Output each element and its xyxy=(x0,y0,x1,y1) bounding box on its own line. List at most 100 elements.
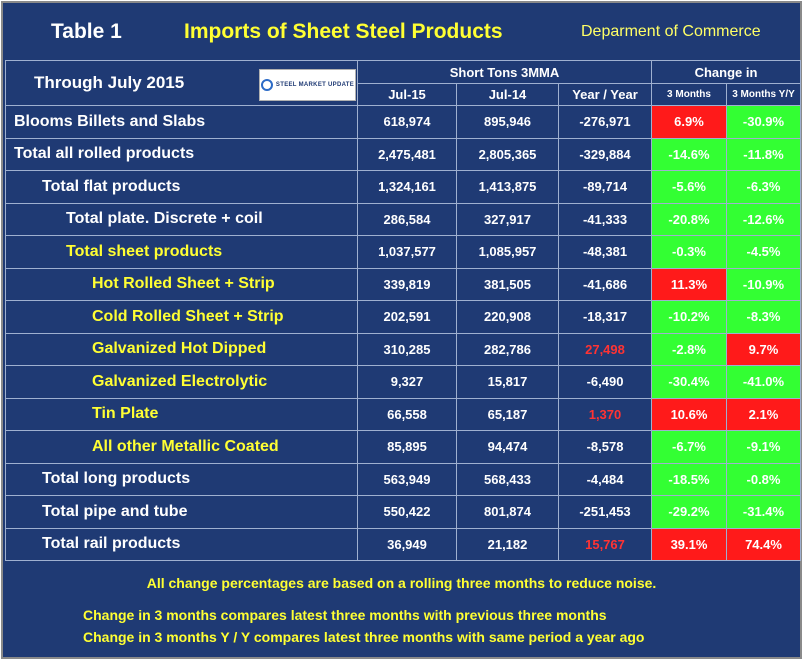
year-year-value: -6,490 xyxy=(558,365,652,399)
change-3-months-yy-value: 9.7% xyxy=(726,332,801,366)
jul15-value: 550,422 xyxy=(357,495,457,529)
col-header-3-months-yy: 3 Months Y/Y xyxy=(726,83,801,106)
table-row: Galvanized Hot Dipped 310,285 282,786 27,49… xyxy=(5,332,801,366)
jul14-value: 1,413,875 xyxy=(456,170,559,204)
jul15-value: 2,475,481 xyxy=(357,137,457,171)
note-3-months: Change in 3 months compares latest three… xyxy=(83,607,607,623)
jul15-value: 85,895 xyxy=(357,430,457,464)
change-3-months-value: -6.7% xyxy=(651,430,727,464)
change-3-months-value: -30.4% xyxy=(651,365,727,399)
jul15-value: 618,974 xyxy=(357,105,457,139)
change-3-months-yy-value: -12.6% xyxy=(726,202,801,236)
jul15-value: 286,584 xyxy=(357,202,457,236)
jul14-value: 381,505 xyxy=(456,267,559,301)
change-3-months-yy-value: -6.3% xyxy=(726,170,801,204)
jul15-value: 9,327 xyxy=(357,365,457,399)
year-year-value: -251,453 xyxy=(558,495,652,529)
row-label: Tin Plate xyxy=(5,397,358,431)
jul15-value: 1,324,161 xyxy=(357,170,457,204)
year-year-value: -4,484 xyxy=(558,462,652,496)
change-3-months-yy-value: -11.8% xyxy=(726,137,801,171)
change-3-months-yy-value: -8.3% xyxy=(726,300,801,334)
table-row: All other Metallic Coated 85,895 94,474 -8,… xyxy=(5,430,801,464)
year-year-value: 27,498 xyxy=(558,332,652,366)
jul15-value: 339,819 xyxy=(357,267,457,301)
change-3-months-value: -5.6% xyxy=(651,170,727,204)
change-3-months-value: -20.8% xyxy=(651,202,727,236)
change-3-months-value: 39.1% xyxy=(651,527,727,561)
change-3-months-yy-value: -0.8% xyxy=(726,462,801,496)
table-row: Blooms Billets and Slabs 618,974 895,946 -2… xyxy=(5,105,801,139)
jul15-value: 36,949 xyxy=(357,527,457,561)
change-3-months-value: 6.9% xyxy=(651,105,727,139)
table-row: Total plate. Discrete + coil 286,584 327,9… xyxy=(5,202,801,236)
change-3-months-yy-value: -30.9% xyxy=(726,105,801,139)
change-3-months-yy-value: -9.1% xyxy=(726,430,801,464)
change-3-months-value: -18.5% xyxy=(651,462,727,496)
year-year-value: 1,370 xyxy=(558,397,652,431)
change-3-months-value: -0.3% xyxy=(651,235,727,269)
change-3-months-yy-value: -31.4% xyxy=(726,495,801,529)
note-rolling: All change percentages are based on a ro… xyxy=(146,575,657,591)
year-year-value: -48,381 xyxy=(558,235,652,269)
page-title: Imports of Sheet Steel Products xyxy=(184,19,503,43)
row-label: Total sheet products xyxy=(5,235,358,269)
col-header-3-months: 3 Months xyxy=(651,83,727,106)
col-header-jul14: Jul-14 xyxy=(456,83,559,106)
change-3-months-value: -29.2% xyxy=(651,495,727,529)
year-year-value: -41,686 xyxy=(558,267,652,301)
table-row: Total flat products 1,324,161 1,413,875 -89… xyxy=(5,170,801,204)
change-in-header: Change in xyxy=(651,60,801,84)
table-row: Galvanized Electrolytic 9,327 15,817 -6,490… xyxy=(5,365,801,399)
jul14-value: 94,474 xyxy=(456,430,559,464)
row-label: Galvanized Electrolytic xyxy=(5,365,358,399)
row-label: Total rail products xyxy=(5,527,358,561)
change-3-months-yy-value: -4.5% xyxy=(726,235,801,269)
table-row: Tin Plate 66,558 65,187 1,370 10.6% 2.1% xyxy=(5,397,801,431)
jul14-value: 801,874 xyxy=(456,495,559,529)
note-3-months-yy: Change in 3 months Y / Y compares latest… xyxy=(83,629,645,645)
table-row: Total sheet products 1,037,577 1,085,957 -4… xyxy=(5,235,801,269)
change-3-months-yy-value: 2.1% xyxy=(726,397,801,431)
jul14-value: 21,182 xyxy=(456,527,559,561)
short-tons-header: Short Tons 3MMA xyxy=(357,60,652,84)
change-3-months-value: 11.3% xyxy=(651,267,727,301)
table-row: Total rail products 36,949 21,182 15,767 39.… xyxy=(5,527,801,561)
year-year-value: -89,714 xyxy=(558,170,652,204)
table-label: Table 1 xyxy=(51,19,122,43)
table-row: Total long products 563,949 568,433 -4,484-… xyxy=(5,462,801,496)
row-label: Total all rolled products xyxy=(5,137,358,171)
jul14-value: 220,908 xyxy=(456,300,559,334)
jul14-value: 1,085,957 xyxy=(456,235,559,269)
year-year-value: -18,317 xyxy=(558,300,652,334)
jul15-value: 310,285 xyxy=(357,332,457,366)
row-label: Hot Rolled Sheet + Strip xyxy=(5,267,358,301)
imports-table: Through July 2015 Short Tons 3MMA Change… xyxy=(5,60,801,561)
steel-market-update-logo: STEEL MARKET UPDATE xyxy=(259,69,356,101)
year-year-value: 15,767 xyxy=(558,527,652,561)
col-header-jul15: Jul-15 xyxy=(357,83,457,106)
jul15-value: 1,037,577 xyxy=(357,235,457,269)
jul14-value: 2,805,365 xyxy=(456,137,559,171)
row-label: All other Metallic Coated xyxy=(5,430,358,464)
jul14-value: 327,917 xyxy=(456,202,559,236)
logo-icon xyxy=(260,79,273,91)
year-year-value: -329,884 xyxy=(558,137,652,171)
change-3-months-value: 10.6% xyxy=(651,397,727,431)
jul15-value: 563,949 xyxy=(357,462,457,496)
row-label: Total flat products xyxy=(5,170,358,204)
row-label: Total pipe and tube xyxy=(5,495,358,529)
table-row: Hot Rolled Sheet + Strip 339,819 381,505 -4… xyxy=(5,267,801,301)
jul14-value: 282,786 xyxy=(456,332,559,366)
change-3-months-yy-value: 74.4% xyxy=(726,527,801,561)
jul14-value: 15,817 xyxy=(456,365,559,399)
change-3-months-yy-value: -41.0% xyxy=(726,365,801,399)
row-label: Cold Rolled Sheet + Strip xyxy=(5,300,358,334)
department-label: Deparment of Commerce xyxy=(581,22,761,40)
table-row: Total all rolled products 2,475,481 2,805,… xyxy=(5,137,801,171)
jul14-value: 895,946 xyxy=(456,105,559,139)
change-3-months-yy-value: -10.9% xyxy=(726,267,801,301)
change-3-months-value: -2.8% xyxy=(651,332,727,366)
jul15-value: 66,558 xyxy=(357,397,457,431)
